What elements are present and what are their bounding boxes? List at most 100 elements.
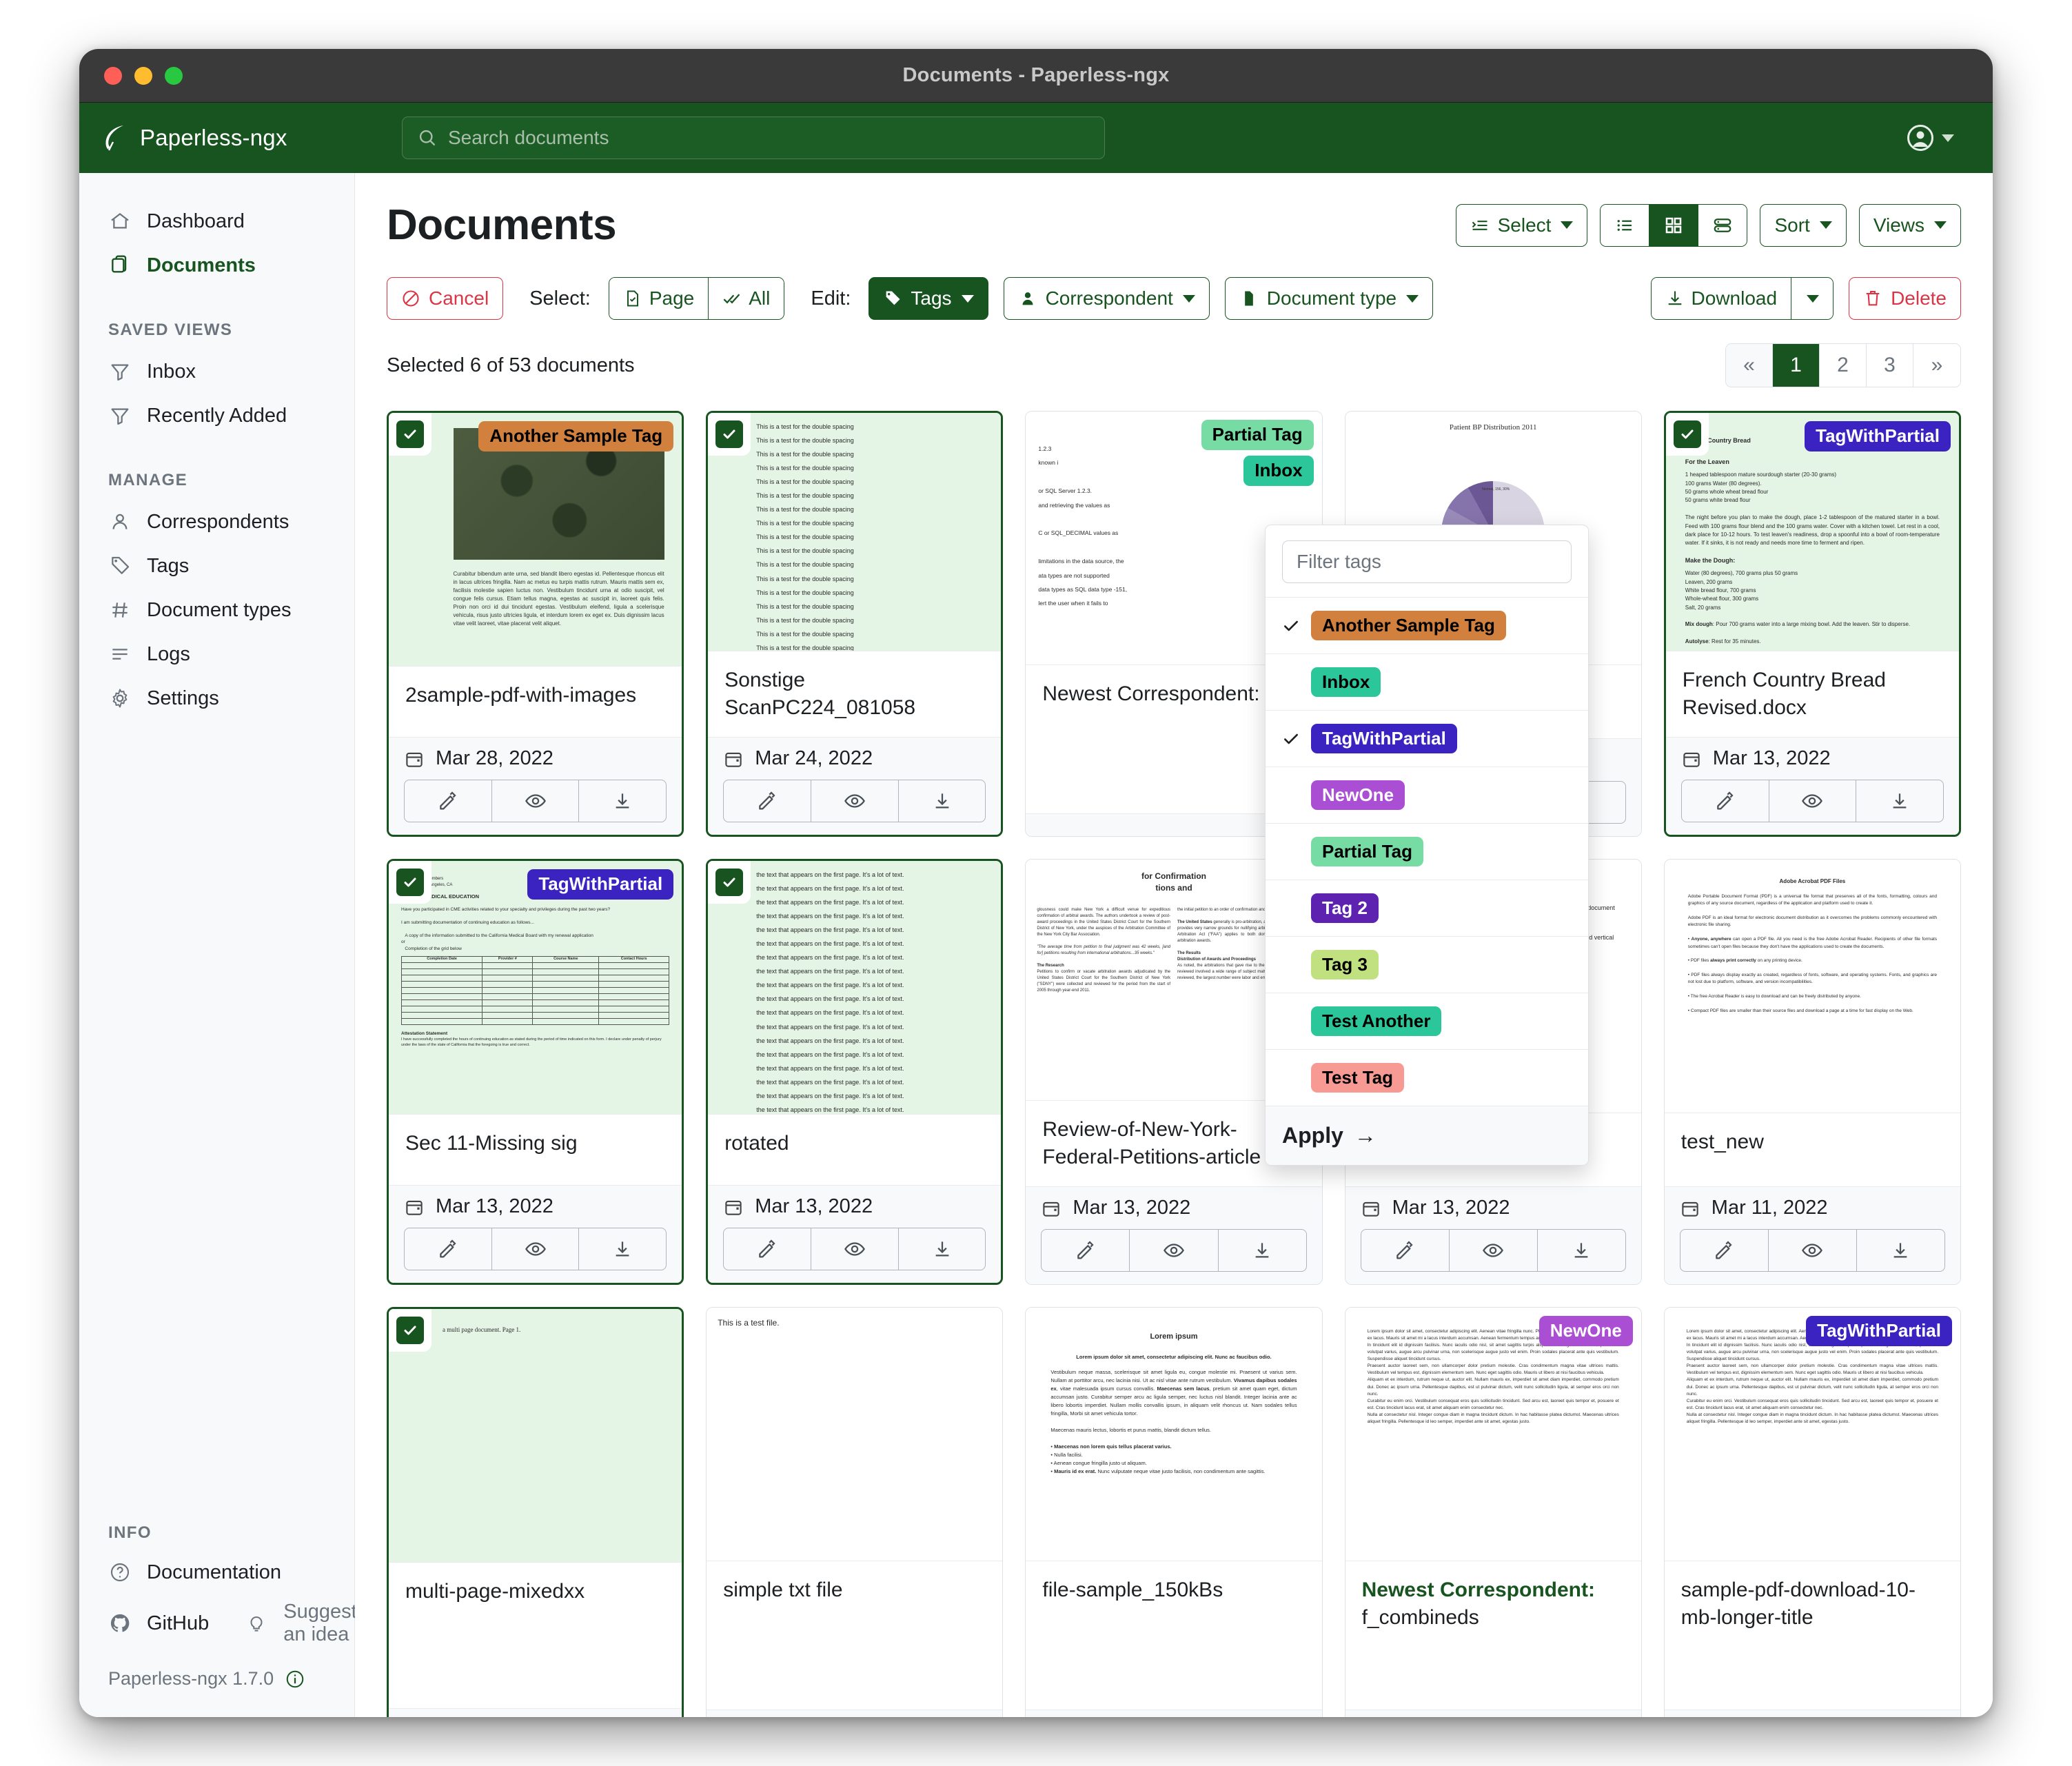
card-thumbnail[interactable]: a multi page document. Page 1. xyxy=(389,1309,682,1563)
edit-document-button[interactable] xyxy=(405,780,492,822)
preview-document-button[interactable] xyxy=(492,780,580,822)
tag-option[interactable]: Test Another xyxy=(1266,993,1588,1049)
download-document-button[interactable] xyxy=(1538,1230,1625,1271)
views-dropdown-button[interactable]: Views xyxy=(1858,203,1961,247)
download-button[interactable]: Download xyxy=(1651,278,1792,319)
sidebar-item-suggest-idea[interactable]: Suggest an idea xyxy=(283,1601,357,1645)
card-thumbnail[interactable]: This is a test file. xyxy=(707,1308,1003,1561)
document-card[interactable]: TagWithPartial Lorem ipsum dolor sit amet… xyxy=(1663,1307,1961,1717)
card-thumbnail[interactable]: NewOne Lorem ipsum dolor sit amet, consec… xyxy=(1345,1308,1641,1561)
view-mode-detail[interactable] xyxy=(1698,204,1747,246)
card-thumbnail[interactable]: the text that appears on the first page.… xyxy=(708,861,1002,1115)
tag-option[interactable]: Tag 3 xyxy=(1266,936,1588,993)
preview-document-button[interactable] xyxy=(1769,780,1857,822)
delete-button[interactable]: Delete xyxy=(1849,277,1961,320)
document-card[interactable]: Another Sample Tag Curabitur bibendum ant… xyxy=(387,411,684,837)
sidebar-item-documents[interactable]: Documents xyxy=(79,243,354,287)
document-tag[interactable]: TagWithPartial xyxy=(527,869,674,900)
document-card[interactable]: Adobe Acrobat PDF Files Adobe Portable Do… xyxy=(1663,859,1961,1285)
sidebar-item-github-label[interactable]: GitHub xyxy=(147,1612,210,1634)
document-card[interactable]: Lorem ipsum Lorem ipsum dolor sit amet, c… xyxy=(1025,1307,1323,1717)
view-mode-grid[interactable] xyxy=(1649,204,1699,246)
preview-document-button[interactable] xyxy=(1130,1230,1219,1271)
download-document-button[interactable] xyxy=(1856,780,1943,822)
close-window-button[interactable] xyxy=(104,66,122,85)
pagination-page-2[interactable]: 2 xyxy=(1820,344,1867,387)
tag-option[interactable]: NewOne xyxy=(1266,767,1588,823)
card-checkbox[interactable] xyxy=(708,413,751,456)
preview-document-button[interactable] xyxy=(811,1228,899,1270)
pagination-page-1[interactable]: 1 xyxy=(1773,344,1820,387)
document-tag[interactable]: NewOne xyxy=(1538,1316,1633,1346)
pagination-page-3[interactable]: 3 xyxy=(1867,344,1913,387)
tag-option[interactable]: Partial Tag xyxy=(1266,823,1588,880)
tag-option[interactable]: Another Sample Tag xyxy=(1266,597,1588,653)
card-thumbnail[interactable]: Adobe Acrobat PDF Files Adobe Portable Do… xyxy=(1664,860,1960,1113)
document-card[interactable]: This is a test for the double spacing Thi… xyxy=(706,411,1004,837)
tags-dropdown-button[interactable]: Tags xyxy=(869,277,988,320)
sidebar-item-dashboard[interactable]: Dashboard xyxy=(79,199,354,243)
preview-document-button[interactable] xyxy=(1769,1230,1857,1271)
minimize-window-button[interactable] xyxy=(134,66,152,85)
card-thumbnail[interactable]: This is a test for the double spacing Thi… xyxy=(708,413,1002,652)
document-tag[interactable]: TagWithPartial xyxy=(1805,421,1951,451)
download-document-button[interactable] xyxy=(1219,1230,1306,1271)
tag-option[interactable]: Inbox xyxy=(1266,653,1588,710)
document-tag[interactable]: TagWithPartial xyxy=(1806,1316,1952,1346)
card-thumbnail[interactable]: TagWithPartial French Country Bread For th… xyxy=(1665,413,1959,652)
download-document-button[interactable] xyxy=(899,1228,986,1270)
sidebar-item-correspondents[interactable]: Correspondents xyxy=(79,500,354,544)
search-input[interactable]: Search documents xyxy=(402,116,1105,159)
sidebar-item-document-types[interactable]: Document types xyxy=(79,588,354,632)
pagination-next[interactable]: » xyxy=(1913,344,1960,387)
edit-document-button[interactable] xyxy=(405,1228,492,1270)
edit-document-button[interactable] xyxy=(1042,1230,1130,1271)
document-card[interactable]: This is a test file. simple txt file xyxy=(706,1307,1004,1717)
sidebar-item-documentation[interactable]: Documentation xyxy=(79,1552,354,1592)
download-document-button[interactable] xyxy=(579,780,666,822)
sidebar-item-recently-added[interactable]: Recently Added xyxy=(79,394,354,438)
sidebar-item-settings[interactable]: Settings xyxy=(79,676,354,720)
edit-document-button[interactable] xyxy=(724,780,811,822)
download-document-button[interactable] xyxy=(579,1228,666,1270)
view-mode-list[interactable] xyxy=(1601,204,1650,246)
brand[interactable]: Paperless-ngx xyxy=(103,123,367,153)
document-type-dropdown-button[interactable]: Document type xyxy=(1224,277,1434,320)
document-card[interactable]: the text that appears on the first page.… xyxy=(706,859,1004,1285)
tag-option[interactable]: Test Tag xyxy=(1266,1049,1588,1106)
cancel-button[interactable]: Cancel xyxy=(387,277,504,320)
download-document-button[interactable] xyxy=(899,780,986,822)
document-tag[interactable]: Partial Tag xyxy=(1201,420,1314,450)
edit-document-button[interactable] xyxy=(1682,780,1769,822)
tags-apply-button[interactable]: Apply → xyxy=(1266,1106,1588,1165)
tags-filter-input[interactable]: Filter tags xyxy=(1282,540,1572,583)
tag-option[interactable]: TagWithPartial xyxy=(1266,710,1588,767)
download-options-button[interactable] xyxy=(1791,278,1834,319)
document-card[interactable]: TagWithPartialMedical Staff Membersn Hos… xyxy=(387,859,684,1285)
preview-document-button[interactable] xyxy=(1450,1230,1538,1271)
card-checkbox[interactable] xyxy=(389,413,431,456)
document-card[interactable]: NewOne Lorem ipsum dolor sit amet, consec… xyxy=(1344,1307,1642,1717)
preview-document-button[interactable] xyxy=(492,1228,580,1270)
select-all-button[interactable]: All xyxy=(709,278,784,319)
card-thumbnail[interactable]: Another Sample Tag Curabitur bibendum ant… xyxy=(389,413,682,667)
card-thumbnail[interactable]: TagWithPartial Lorem ipsum dolor sit amet… xyxy=(1664,1308,1960,1561)
document-tag[interactable]: Inbox xyxy=(1243,455,1314,486)
pagination-prev[interactable]: « xyxy=(1726,344,1773,387)
edit-document-button[interactable] xyxy=(1680,1230,1769,1271)
maximize-window-button[interactable] xyxy=(165,66,183,85)
card-thumbnail[interactable]: TagWithPartialMedical Staff Membersn Hos… xyxy=(389,861,682,1115)
correspondent-dropdown-button[interactable]: Correspondent xyxy=(1003,277,1210,320)
sidebar-item-inbox[interactable]: Inbox xyxy=(79,349,354,394)
tag-option[interactable]: Tag 2 xyxy=(1266,880,1588,936)
document-card[interactable]: TagWithPartial French Country Bread For th… xyxy=(1663,411,1961,837)
select-page-button[interactable]: Page xyxy=(609,278,709,319)
edit-document-button[interactable] xyxy=(724,1228,811,1270)
sidebar-item-logs[interactable]: Logs xyxy=(79,632,354,676)
download-document-button[interactable] xyxy=(1857,1230,1944,1271)
sidebar-item-tags[interactable]: Tags xyxy=(79,544,354,588)
sort-dropdown-button[interactable]: Sort xyxy=(1760,203,1847,247)
card-thumbnail[interactable]: Lorem ipsum Lorem ipsum dolor sit amet, c… xyxy=(1026,1308,1322,1561)
document-card[interactable]: a multi page document. Page 1. multi-page… xyxy=(387,1307,684,1717)
card-checkbox[interactable] xyxy=(389,1309,431,1352)
